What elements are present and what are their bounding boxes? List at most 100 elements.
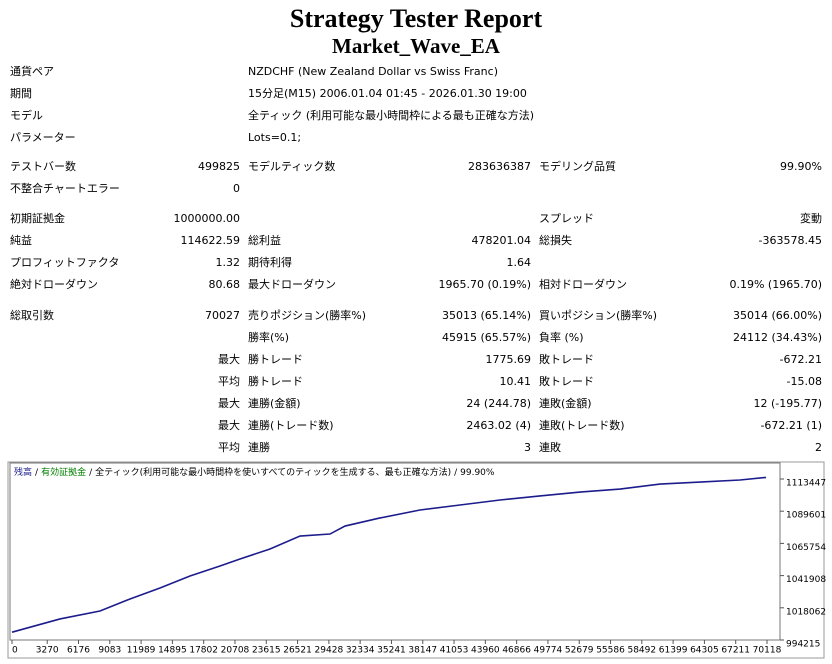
x-tick-label: 0 [12, 646, 18, 656]
info-value: 15分足(M15) 2006.01.04 01:45 - 2026.01.30 … [248, 87, 527, 100]
x-tick-label: 35241 [377, 646, 406, 656]
legend-balance: 残高 [14, 466, 32, 478]
stat-label: 勝トレード [248, 353, 303, 366]
info-value: NZDCHF (New Zealand Dollar vs Swiss Fran… [248, 65, 498, 78]
x-tick-label: 11989 [127, 646, 156, 656]
stat-label: 連勝(金額) [248, 397, 301, 410]
x-tick-label: 9083 [98, 646, 121, 656]
stat-label: モデルティック数 [248, 160, 336, 173]
info-label: 通貨ペア [10, 65, 54, 78]
stat-label: 初期証拠金 [10, 212, 65, 225]
stat-value: 70027 [205, 309, 240, 322]
stat-label: 総利益 [248, 234, 281, 247]
legend-separator: / [89, 468, 93, 478]
legend-equity: 有効証拠金 [41, 466, 86, 478]
y-tick-label: 1089601 [786, 511, 826, 521]
x-tick-label: 58492 [627, 646, 656, 656]
x-tick-label: 38147 [408, 646, 437, 656]
x-tick-label: 17802 [189, 646, 218, 656]
stat-label: 純益 [10, 234, 32, 247]
stat-value: 80.68 [208, 278, 241, 291]
x-tick-label: 52679 [565, 646, 594, 656]
stat-value: 変動 [800, 212, 822, 225]
stat-label: 連勝(トレード数) [248, 419, 334, 432]
stat-value: 10.41 [499, 375, 532, 388]
plot-area [9, 462, 781, 641]
balance-line [11, 476, 767, 633]
stat-value: 最大 [218, 397, 240, 410]
x-tick-label: 61399 [659, 646, 688, 656]
x-tick-label: 26521 [283, 646, 312, 656]
info-label: モデル [10, 109, 43, 122]
legend-quality: 99.90% [460, 468, 495, 478]
stat-label: 相対ドローダウン [539, 278, 627, 291]
stat-label: 連敗(トレード数) [539, 419, 625, 432]
stat-value: 283636387 [468, 160, 531, 173]
x-tick-label: 49774 [534, 646, 563, 656]
stat-label: モデリング品質 [539, 160, 616, 173]
stat-label: 勝トレード [248, 375, 303, 388]
stat-value: 24 (244.78) [466, 397, 531, 410]
stat-value: 45915 (65.57%) [441, 331, 531, 344]
x-tick-label: 3270 [36, 646, 59, 656]
x-tick-label: 67211 [721, 646, 750, 656]
x-tick-label: 32334 [346, 646, 375, 656]
info-value: 全ティック (利用可能な最小時間枠による最も正確な方法) [248, 109, 535, 122]
stat-value: 99.90% [780, 160, 822, 173]
stat-label: 売りポジション(勝率%) [248, 309, 367, 322]
stat-value: 478201.04 [471, 234, 532, 247]
y-tick-label: 1018062 [786, 607, 826, 617]
y-tick-label: 1113447 [786, 479, 826, 489]
stat-value: 平均 [218, 441, 240, 454]
stat-label: 不整合チャートエラー [10, 182, 120, 195]
x-tick-label: 46866 [502, 646, 531, 656]
stat-value: 1.64 [506, 256, 532, 269]
info-value: Lots=0.1; [248, 131, 302, 144]
stat-value: 最大 [218, 353, 240, 366]
stat-label: 最大ドローダウン [248, 278, 336, 291]
stat-label: テストバー数 [10, 160, 76, 173]
x-tick-label: 29428 [315, 646, 344, 656]
stat-value: 12 (-195.77) [753, 397, 822, 410]
stat-value: 24112 (34.43%) [732, 331, 822, 344]
chart: 994215 1018062 1041908 1065754 1089601 111344… [7, 461, 826, 659]
stat-label: 連敗 [539, 441, 561, 454]
x-tick-label: 43960 [471, 646, 500, 656]
y-tick-label: 994215 [786, 640, 820, 650]
stat-value: 最大 [218, 419, 240, 432]
stat-value: 1000000.00 [173, 212, 240, 225]
stat-label: 期待利得 [248, 256, 292, 269]
stat-value: -672.21 [779, 353, 822, 366]
stat-value: 3 [524, 441, 531, 454]
x-tick-label: 64305 [690, 646, 719, 656]
stat-label: 勝率(%) [248, 331, 290, 344]
stat-value: 1.32 [215, 256, 241, 269]
stat-label: 総取引数 [10, 309, 54, 322]
y-tick-label: 1041908 [786, 575, 826, 585]
stat-value: 2463.02 (4) [466, 419, 531, 432]
stat-label: 連敗(金額) [539, 397, 592, 410]
stat-label: プロフィットファクタ [10, 256, 120, 269]
legend-separator: / [454, 468, 458, 478]
stat-value: 499825 [198, 160, 240, 173]
stat-label: 総損失 [539, 234, 572, 247]
legend-separator: / [35, 468, 39, 478]
stat-label: スプレッド [539, 212, 594, 225]
stat-label: 連勝 [248, 441, 270, 454]
report-subtitle: Market_Wave_EA [332, 34, 500, 58]
stat-value: 1965.70 (0.19%) [438, 278, 531, 291]
stat-value: -672.21 (1) [760, 419, 822, 432]
x-tick-label: 14895 [158, 646, 187, 656]
stat-label: 敗トレード [539, 375, 594, 388]
legend-model: 全ティック(利用可能な最小時間枠を使いすべてのティックを生成する、最も正確な方法… [95, 466, 451, 478]
stat-value: 1775.69 [485, 353, 532, 366]
legend: 残高 / 有効証拠金 / 全ティック(利用可能な最小時間枠を使いすべてのティックを生成す… [14, 466, 495, 478]
stat-value: -15.08 [786, 375, 822, 388]
stat-value: 114622.59 [180, 234, 241, 247]
stat-label: 敗トレード [539, 353, 594, 366]
stat-value: 35013 (65.14%) [441, 309, 531, 322]
x-tick-label: 20708 [221, 646, 250, 656]
info-label: パラメーター [10, 131, 76, 144]
info-label: 期間 [10, 87, 32, 100]
